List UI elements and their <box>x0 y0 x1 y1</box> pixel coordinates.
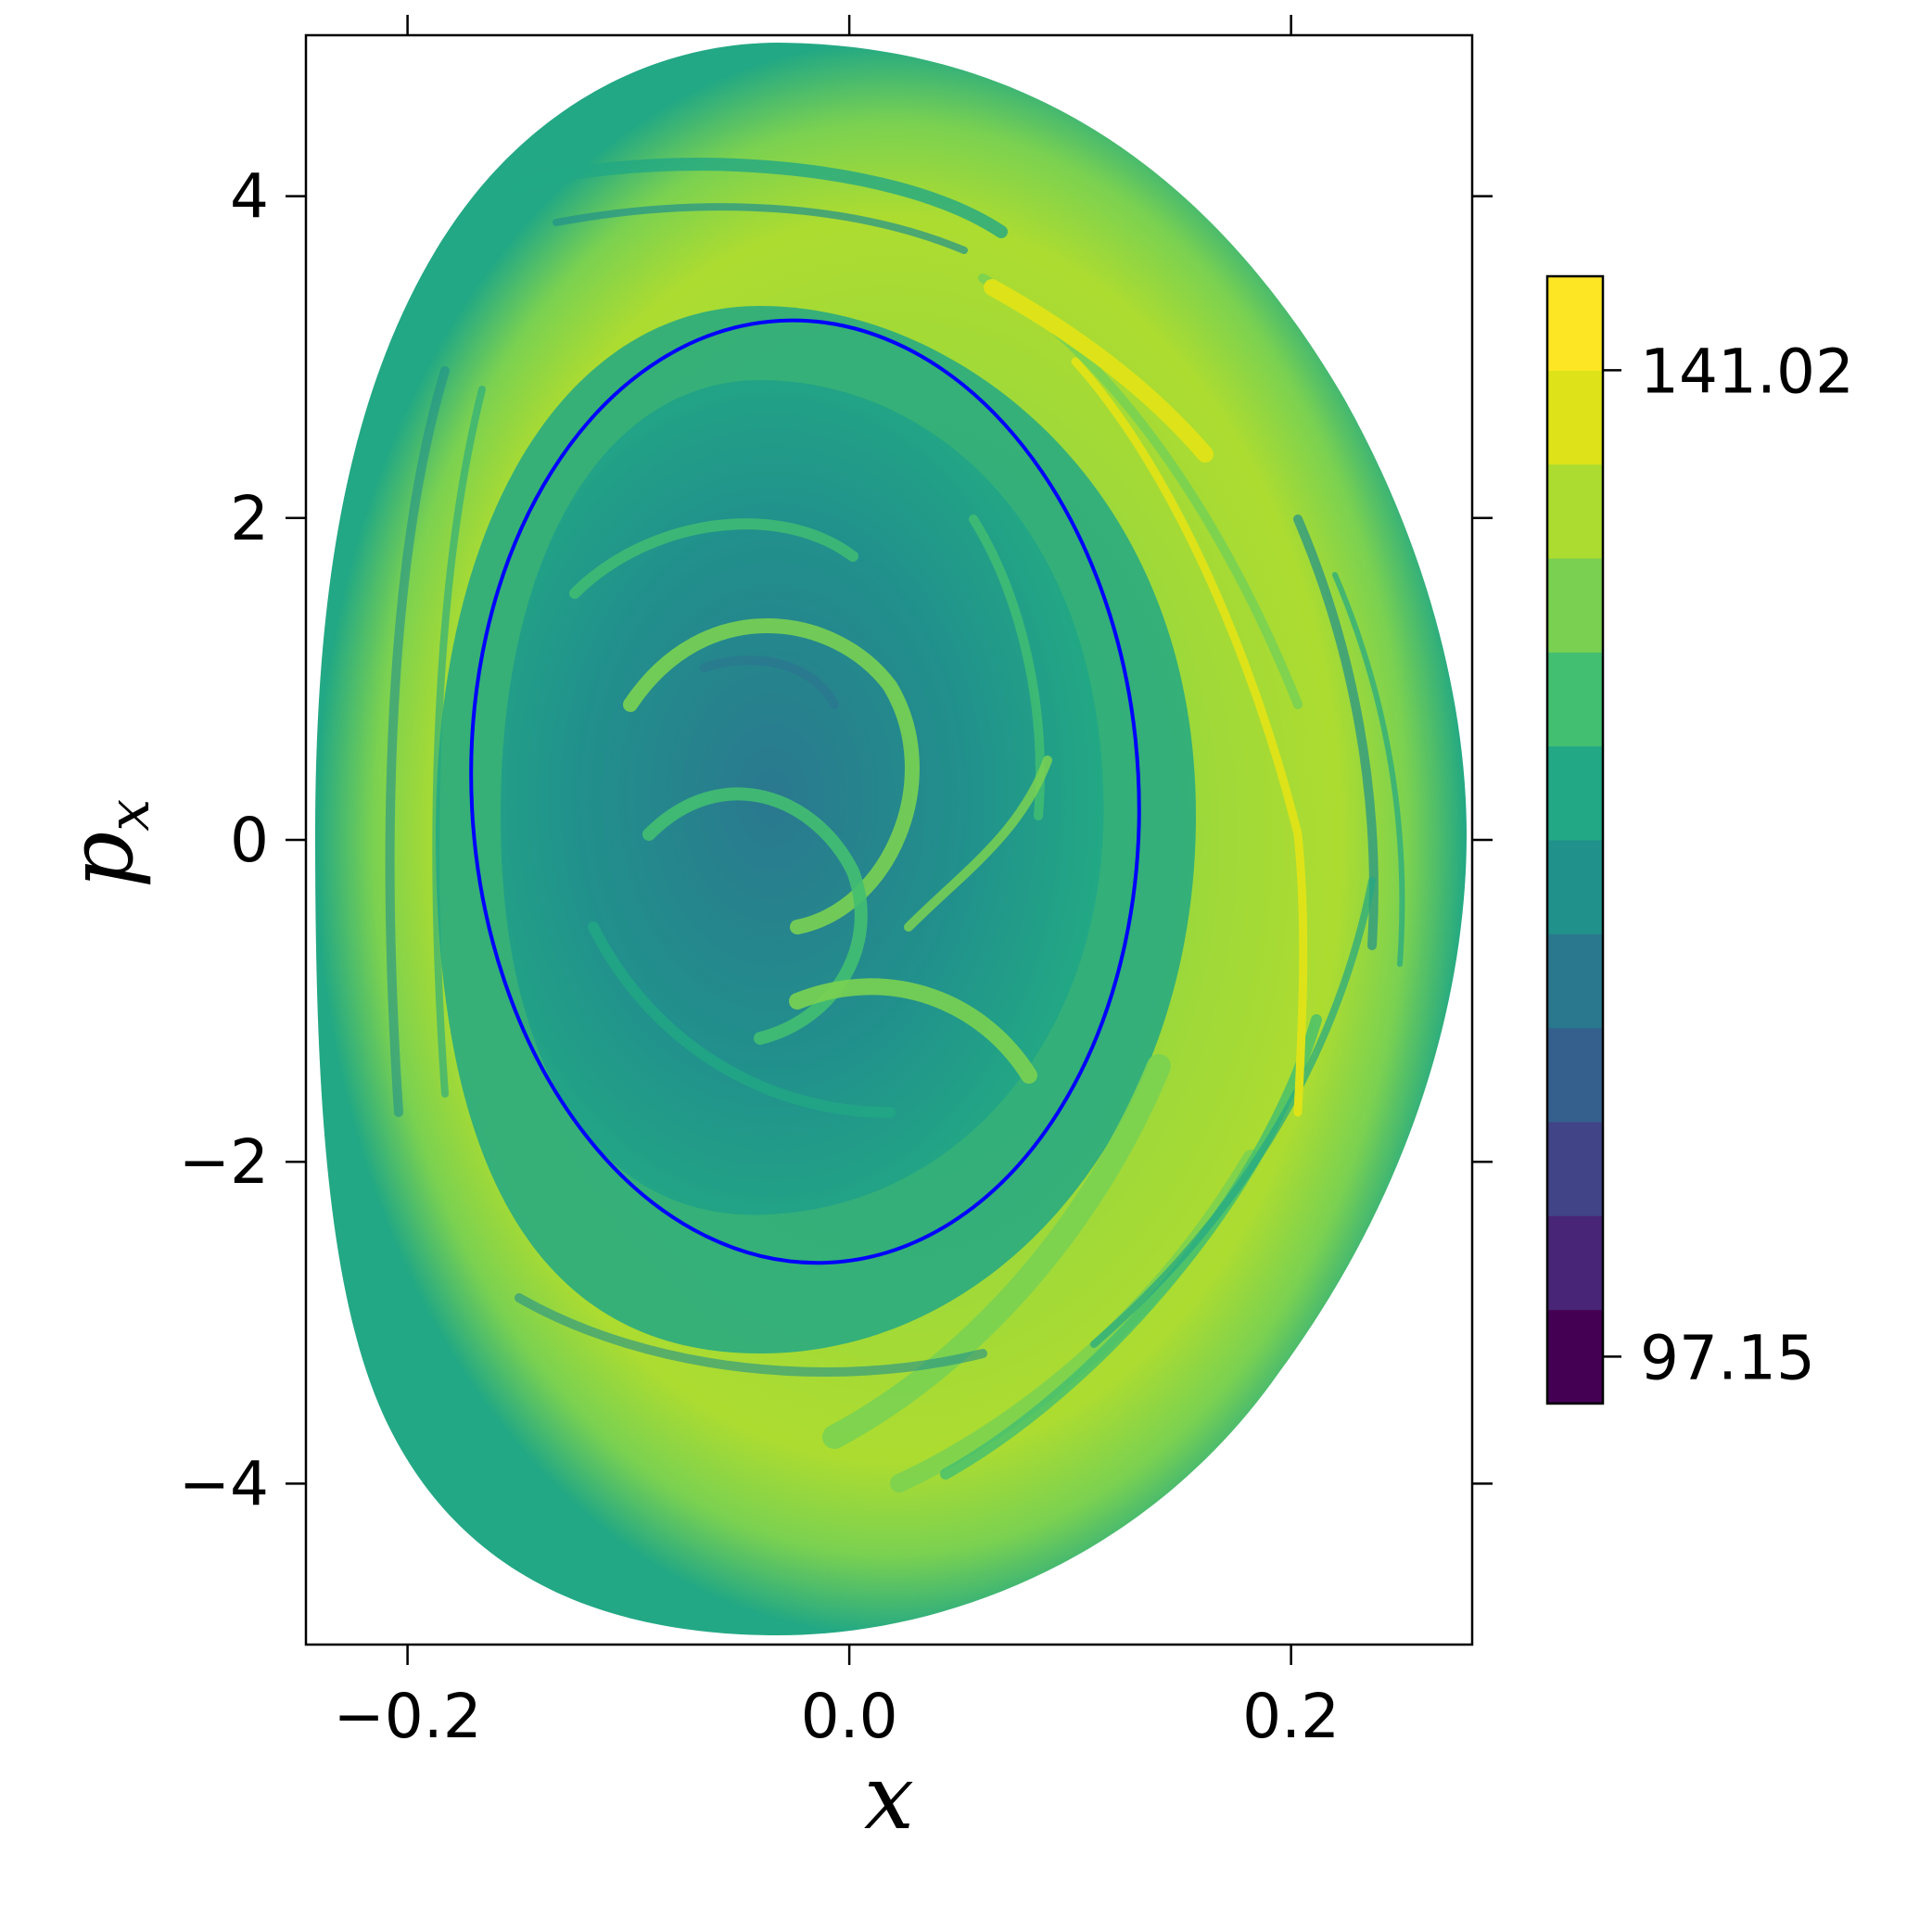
colorbar-level <box>1547 558 1603 653</box>
colorbar-level <box>1547 276 1603 371</box>
phase-space-map <box>315 43 1467 1635</box>
colorbar-frame <box>1545 274 1605 1405</box>
high-level-streaks <box>984 279 1308 1117</box>
x-axis: −0.2 0.0 0.2 <box>333 15 1340 1752</box>
colorbar-level <box>1547 652 1603 747</box>
colorbar-level <box>1547 370 1603 465</box>
colorbar-level <box>1547 840 1603 934</box>
y-tick-label: −2 <box>179 1126 269 1198</box>
y-tick-label: 4 <box>230 161 269 233</box>
colorbar-level <box>1547 1215 1603 1311</box>
filaments <box>385 158 1405 1493</box>
colorbar-level <box>1547 934 1603 1029</box>
x-axis-title: x <box>864 1746 914 1849</box>
x-tick-label: 0.2 <box>1242 1681 1340 1752</box>
y-axis-title-subscript: x <box>95 799 162 832</box>
y-axis-title-main: p <box>49 832 153 888</box>
y-tick-label: 0 <box>230 805 269 876</box>
y-tick-label: −4 <box>179 1448 269 1519</box>
y-axis-title: px <box>49 799 162 888</box>
x-tick-label: −0.2 <box>333 1681 481 1752</box>
y-tick-label: 2 <box>230 483 269 554</box>
colorbar-ticks: 141.02 97.15 <box>1603 336 1854 1393</box>
colorbar: 141.02 97.15 <box>1545 274 1854 1405</box>
colorbar-level <box>1547 464 1603 559</box>
colorbar-levels <box>1547 276 1603 1404</box>
colorbar-level <box>1547 1309 1603 1404</box>
colorbar-tick-label: 141.02 <box>1640 336 1854 407</box>
x-tick-label: 0.0 <box>801 1681 898 1752</box>
colorbar-tick-label: 97.15 <box>1640 1322 1815 1393</box>
colorbar-level <box>1547 1027 1603 1123</box>
swirl-arms <box>569 515 1052 1118</box>
colorbar-level <box>1547 745 1603 841</box>
y-axis-title-group: px <box>49 799 162 888</box>
highlighted-orbit <box>469 318 1141 1265</box>
colorbar-level <box>1547 1122 1603 1216</box>
y-axis: −4 −2 0 2 4 <box>179 161 1493 1519</box>
